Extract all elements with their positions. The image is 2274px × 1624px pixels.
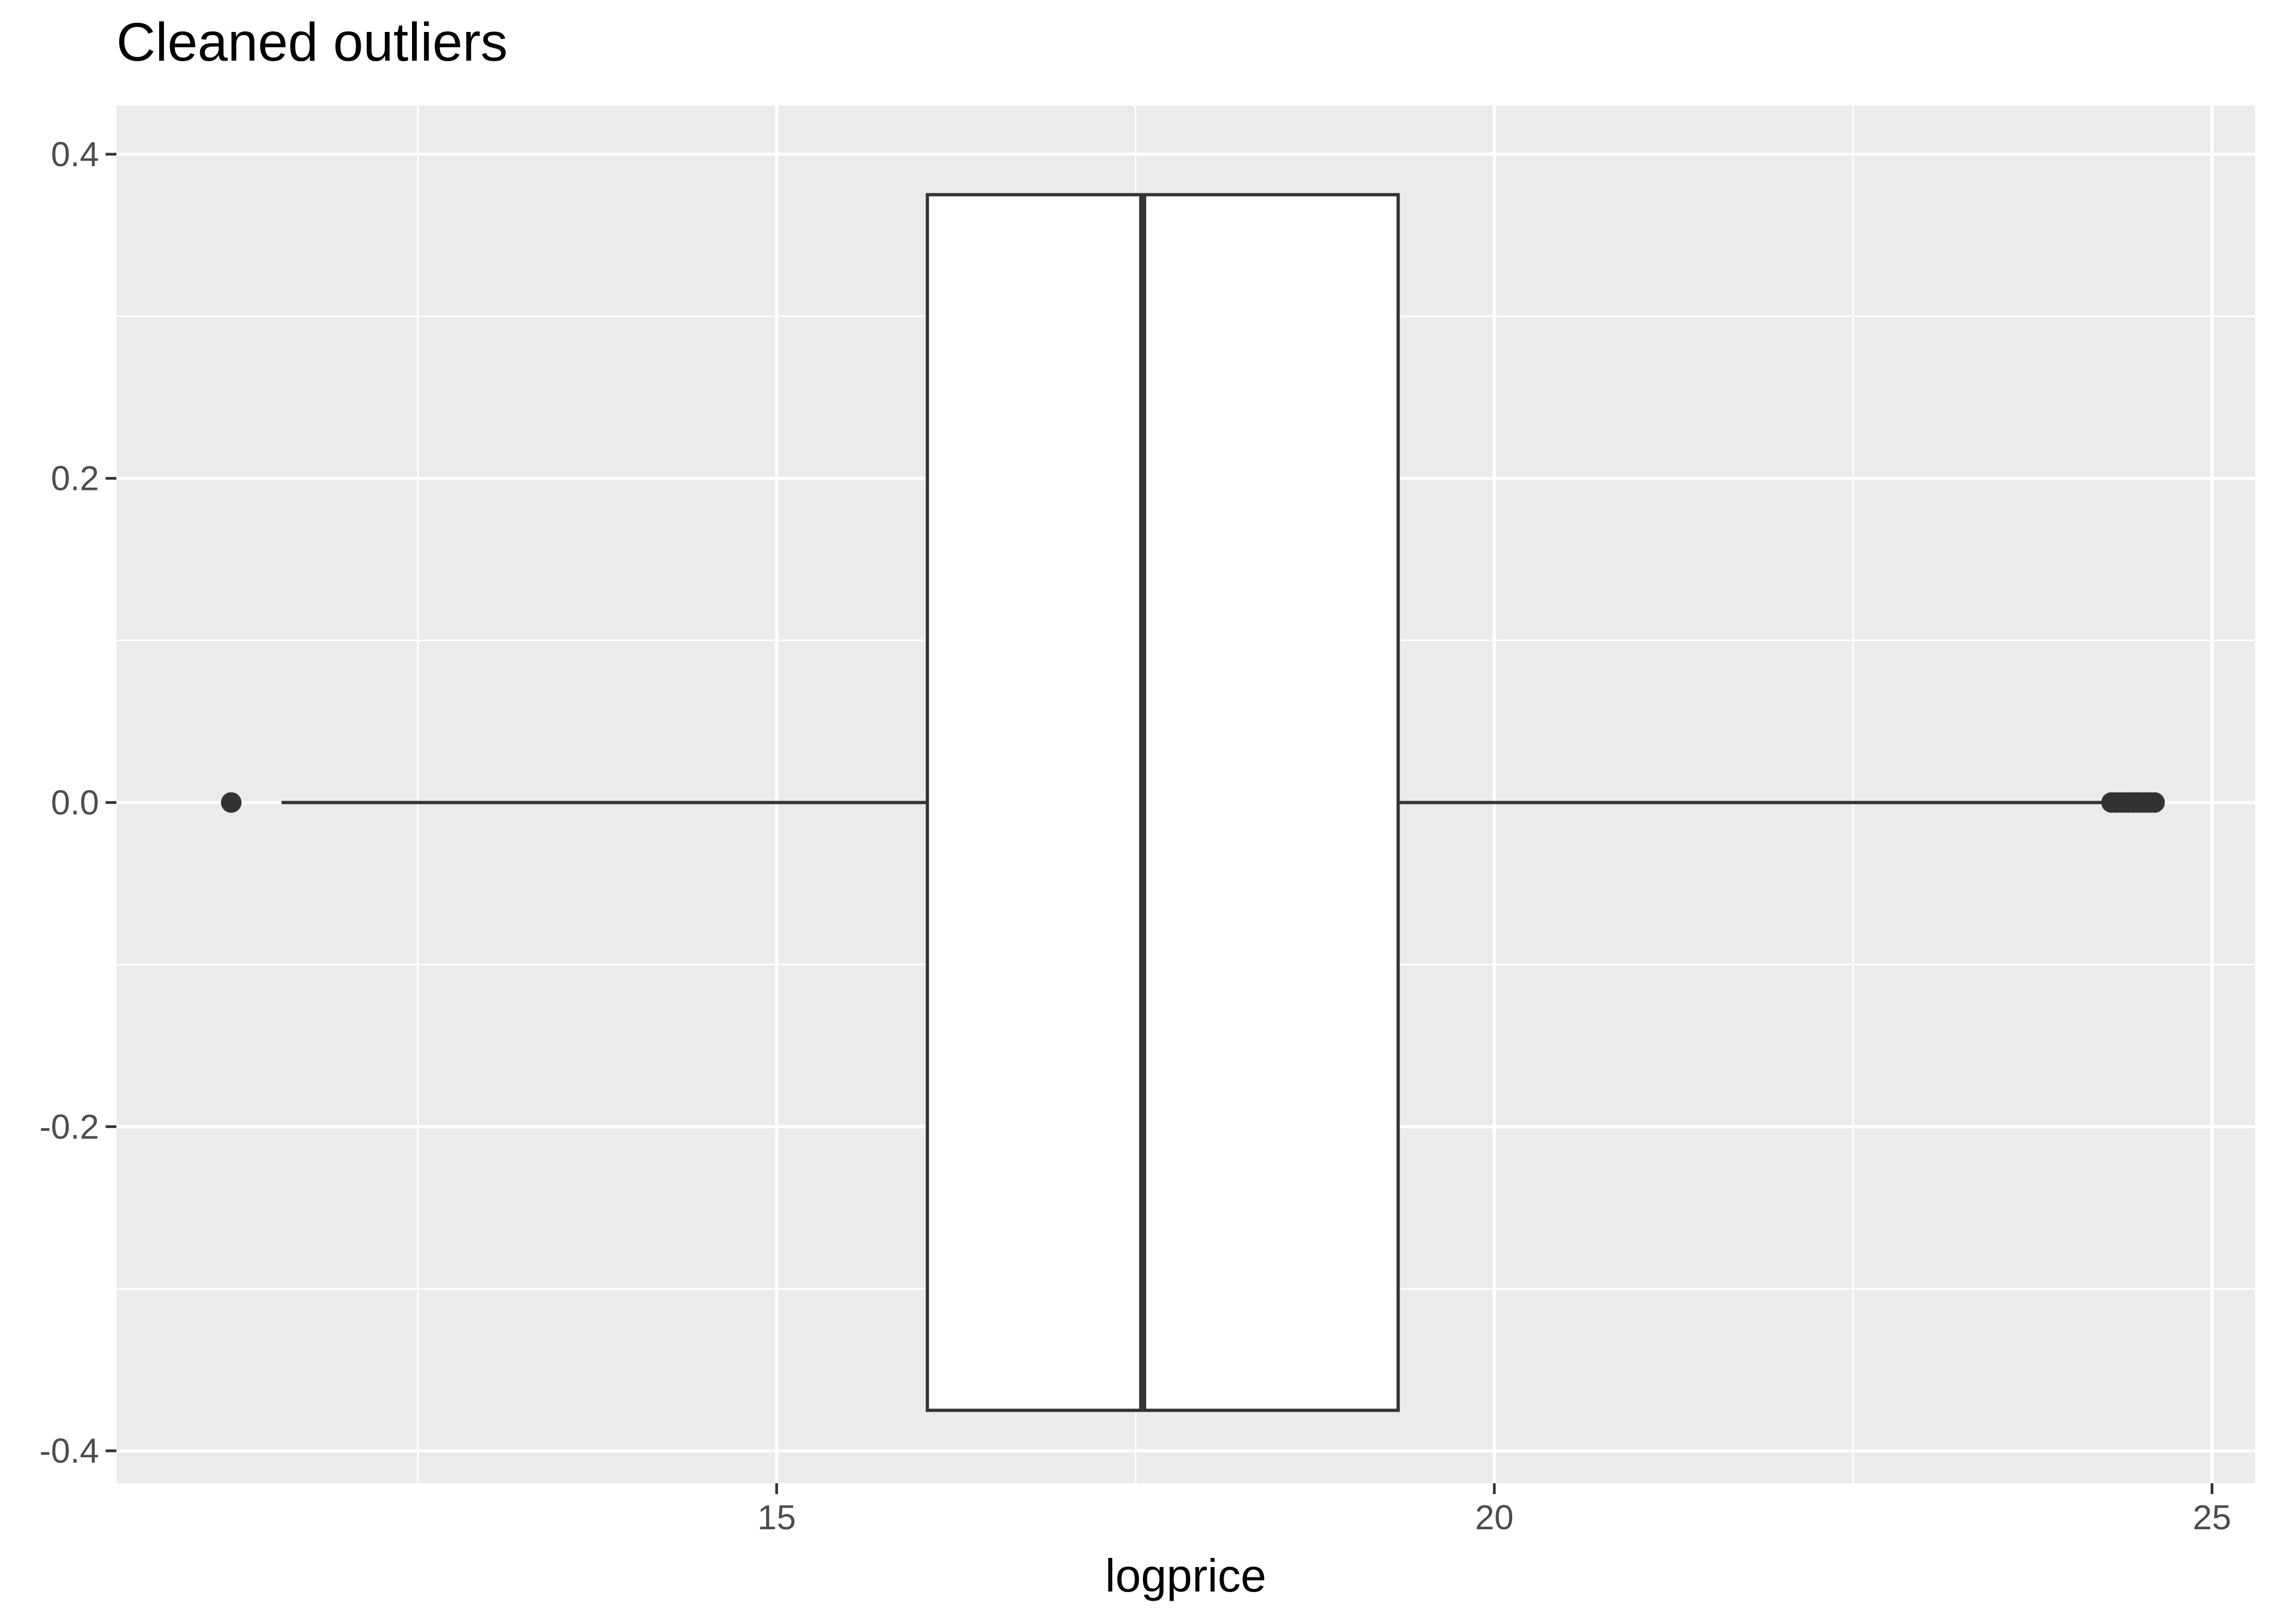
interquartile-box [925, 193, 1400, 1412]
y-tick-label: 0.2 [51, 459, 99, 498]
chart-title: Cleaned outliers [116, 12, 508, 73]
x-axis: 15 20 25 [757, 1483, 2231, 1537]
x-tick-label: 15 [757, 1498, 796, 1537]
outlier-point [2144, 792, 2165, 813]
x-tick-label: 20 [1475, 1498, 1513, 1537]
y-tick-label: -0.2 [40, 1107, 99, 1146]
x-tick-label: 25 [2193, 1498, 2231, 1537]
boxplot-series [221, 193, 2165, 1412]
y-tick-label: 0.0 [51, 783, 99, 822]
y-tick-label: 0.4 [51, 135, 99, 174]
y-tick-label: -0.4 [40, 1431, 99, 1470]
outlier-point [221, 792, 242, 813]
y-axis: -0.4 -0.2 0.0 0.2 0.4 [40, 135, 116, 1470]
x-axis-label: logprice [1105, 1550, 1266, 1602]
